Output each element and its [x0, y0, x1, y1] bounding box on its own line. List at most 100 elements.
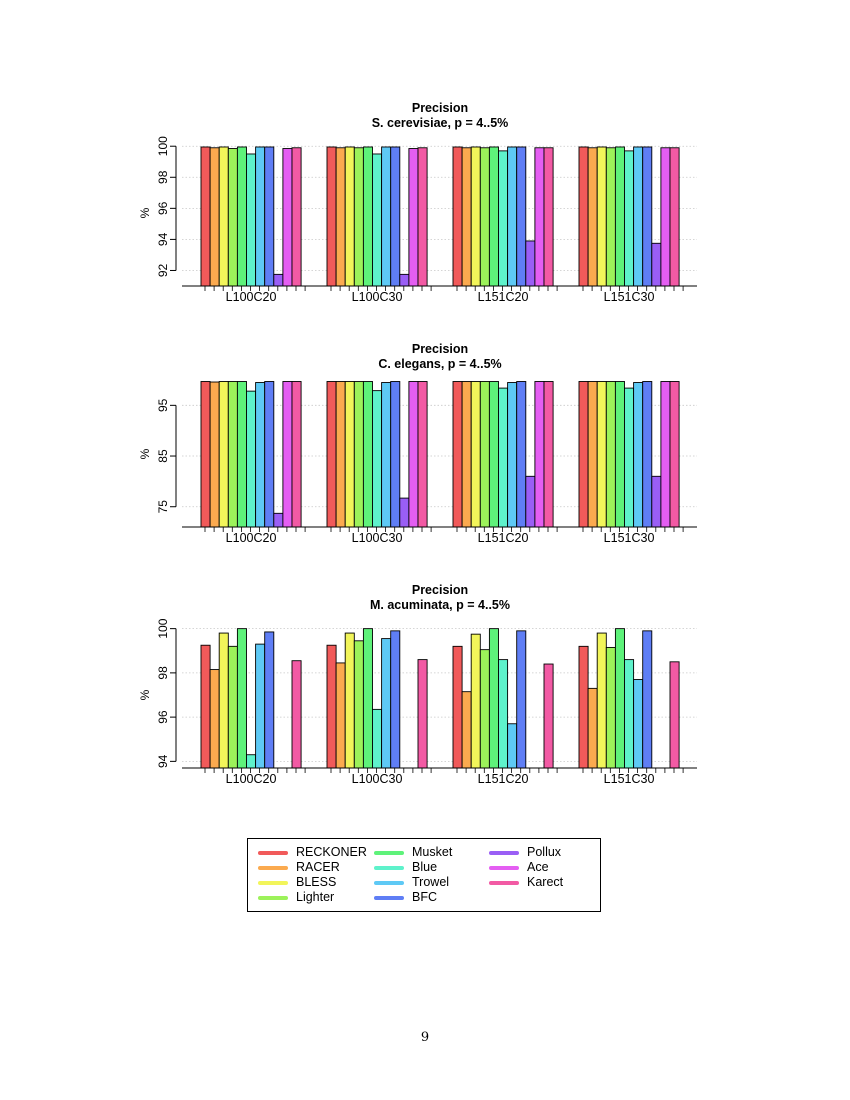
bar-bfc: [390, 146, 401, 287]
bar-trowel: [255, 146, 266, 287]
bar-musket: [362, 628, 373, 769]
bar-lighter: [479, 381, 490, 528]
bar-trowel: [633, 382, 644, 528]
bar-blue: [498, 387, 509, 528]
legend-label: Trowel: [412, 875, 450, 889]
bar-bless: [470, 146, 481, 287]
bar-pollux: [399, 273, 410, 287]
bar-blue: [246, 754, 257, 769]
bar-reckoner: [578, 146, 589, 287]
y-axis-label: %: [138, 207, 152, 218]
y-tick-label: 94: [156, 232, 170, 246]
bar-lighter: [479, 649, 490, 769]
y-axis-label: %: [138, 689, 152, 700]
bar-reckoner: [578, 645, 589, 769]
x-category-label: L151C20: [478, 531, 529, 545]
legend-swatch: [489, 851, 519, 855]
bar-reckoner: [326, 146, 337, 287]
legend-label: Pollux: [527, 845, 562, 859]
bar-reckoner: [452, 381, 463, 528]
bar-racer: [209, 147, 220, 287]
bar-trowel: [381, 382, 392, 528]
bar-reckoner: [200, 146, 211, 287]
legend-label: RECKONER: [296, 845, 367, 859]
bar-bfc: [516, 381, 527, 528]
bar-karect: [669, 661, 680, 769]
legend-label: Ace: [527, 860, 549, 874]
bar-bless: [596, 381, 607, 528]
legend-swatch: [374, 866, 404, 870]
bar-pollux: [651, 475, 662, 528]
bar-trowel: [255, 643, 266, 769]
bar-trowel: [633, 679, 644, 769]
bar-musket: [362, 146, 373, 287]
chart-subtitle: S. cerevisiae, p = 4..5%: [372, 116, 509, 130]
bar-lighter: [227, 645, 238, 769]
x-category-label: L100C30: [352, 290, 403, 304]
bar-karect: [417, 659, 428, 769]
bar-reckoner: [452, 146, 463, 287]
x-category-label: L151C20: [478, 772, 529, 786]
chart-title: Precision: [412, 342, 468, 356]
bar-ace: [534, 381, 545, 528]
bar-pollux: [525, 240, 536, 287]
bar-musket: [362, 381, 373, 528]
bar-bfc: [642, 381, 653, 528]
bar-bfc: [264, 631, 275, 769]
legend-label: RACER: [296, 860, 340, 874]
bar-lighter: [605, 147, 616, 287]
legend: RECKONER RACER BLESS Lighter Musket Blue…: [247, 838, 601, 912]
bar-karect: [669, 381, 680, 528]
legend-label: BLESS: [296, 875, 337, 889]
bar-bless: [218, 632, 229, 769]
bar-musket: [488, 381, 499, 528]
bar-trowel: [381, 146, 392, 287]
bar-karect: [543, 663, 554, 769]
bar-bless: [218, 381, 229, 528]
bar-reckoner: [200, 381, 211, 528]
bar-lighter: [605, 646, 616, 769]
bar-trowel: [633, 146, 644, 287]
bar-reckoner: [326, 644, 337, 769]
y-tick-label: 94: [156, 754, 170, 768]
bar-lighter: [353, 640, 364, 769]
bar-blue: [498, 150, 509, 287]
bar-musket: [488, 146, 499, 287]
y-tick-label: 98: [156, 170, 170, 184]
bar-blue: [246, 153, 257, 287]
bar-musket: [236, 628, 247, 769]
bar-lighter: [227, 381, 238, 528]
bar-ace: [534, 147, 545, 287]
bar-bless: [344, 632, 355, 769]
bar-ace: [282, 148, 293, 287]
chart-subtitle: M. acuminata, p = 4..5%: [370, 598, 510, 612]
bar-ace: [660, 381, 671, 528]
bar-bless: [596, 146, 607, 287]
legend-swatch: [374, 881, 404, 885]
y-tick-label: 95: [156, 398, 170, 412]
bar-trowel: [507, 723, 518, 769]
bar-reckoner: [200, 644, 211, 769]
bar-lighter: [605, 381, 616, 528]
bar-pollux: [273, 512, 284, 528]
bar-bless: [470, 633, 481, 769]
bar-blue: [246, 390, 257, 528]
bar-reckoner: [578, 381, 589, 528]
x-category-label: L100C20: [226, 772, 277, 786]
legend-label: Lighter: [296, 890, 335, 904]
bar-musket: [236, 381, 247, 528]
bar-racer: [461, 147, 472, 287]
bar-musket: [488, 628, 499, 769]
bar-blue: [624, 387, 635, 528]
bar-racer: [587, 687, 598, 769]
y-tick-label: 100: [156, 136, 170, 156]
legend-swatch: [258, 881, 288, 885]
bar-blue: [498, 659, 509, 769]
bar-reckoner: [452, 645, 463, 769]
bar-ace: [408, 381, 419, 528]
bar-trowel: [507, 382, 518, 528]
bar-bfc: [516, 146, 527, 287]
bar-blue: [624, 659, 635, 769]
x-category-label: L100C30: [352, 531, 403, 545]
